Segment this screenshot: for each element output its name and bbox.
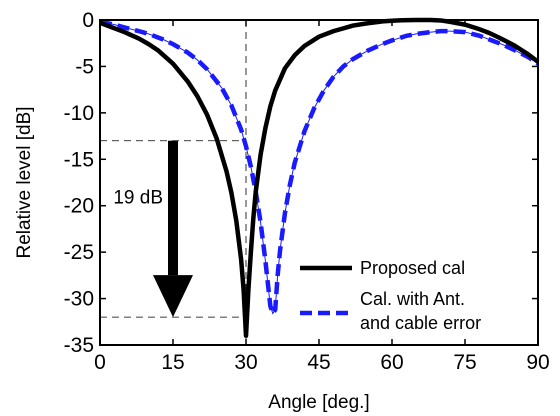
y-tick-label: -25 [64, 241, 94, 264]
x-tick-label: 30 [234, 351, 257, 374]
legend-label-proposed: Proposed cal [360, 258, 465, 278]
arrow-label: 19 dB [113, 187, 163, 208]
y-tick-label: -20 [64, 195, 94, 218]
x-tick-label: 45 [307, 351, 330, 374]
arrow-annotation [153, 140, 193, 318]
x-tick-label: 60 [380, 351, 403, 374]
y-tick-label: 0 [82, 9, 94, 32]
arrow-shaft [168, 140, 178, 276]
axis-ticks: 0 15 30 45 60 75 90 0 -5 -10 -15 -20 -25 -30 -35 [64, 9, 550, 374]
y-axis-title: Relative level [dB] [14, 106, 35, 258]
x-tick-label: 0 [94, 351, 106, 374]
x-tick-label: 90 [526, 351, 549, 374]
y-tick-label: -30 [64, 288, 94, 311]
y-tick-label: -5 [75, 55, 94, 78]
series-cal-error-line [99, 19, 540, 319]
x-tick-label: 15 [161, 351, 184, 374]
y-tick-label: -10 [64, 102, 94, 125]
y-tick-label: -15 [64, 148, 94, 171]
legend-label-cal-error-line2: and cable error [360, 313, 481, 333]
y-tick-label: -35 [64, 334, 94, 357]
legend: Proposed cal Cal. with Ant. and cable er… [300, 258, 481, 333]
legend-label-cal-error-line1: Cal. with Ant. [360, 289, 465, 309]
arrow-head [153, 275, 193, 318]
x-tick-label: 75 [453, 351, 476, 374]
x-axis-title: Angle [deg.] [268, 392, 369, 413]
